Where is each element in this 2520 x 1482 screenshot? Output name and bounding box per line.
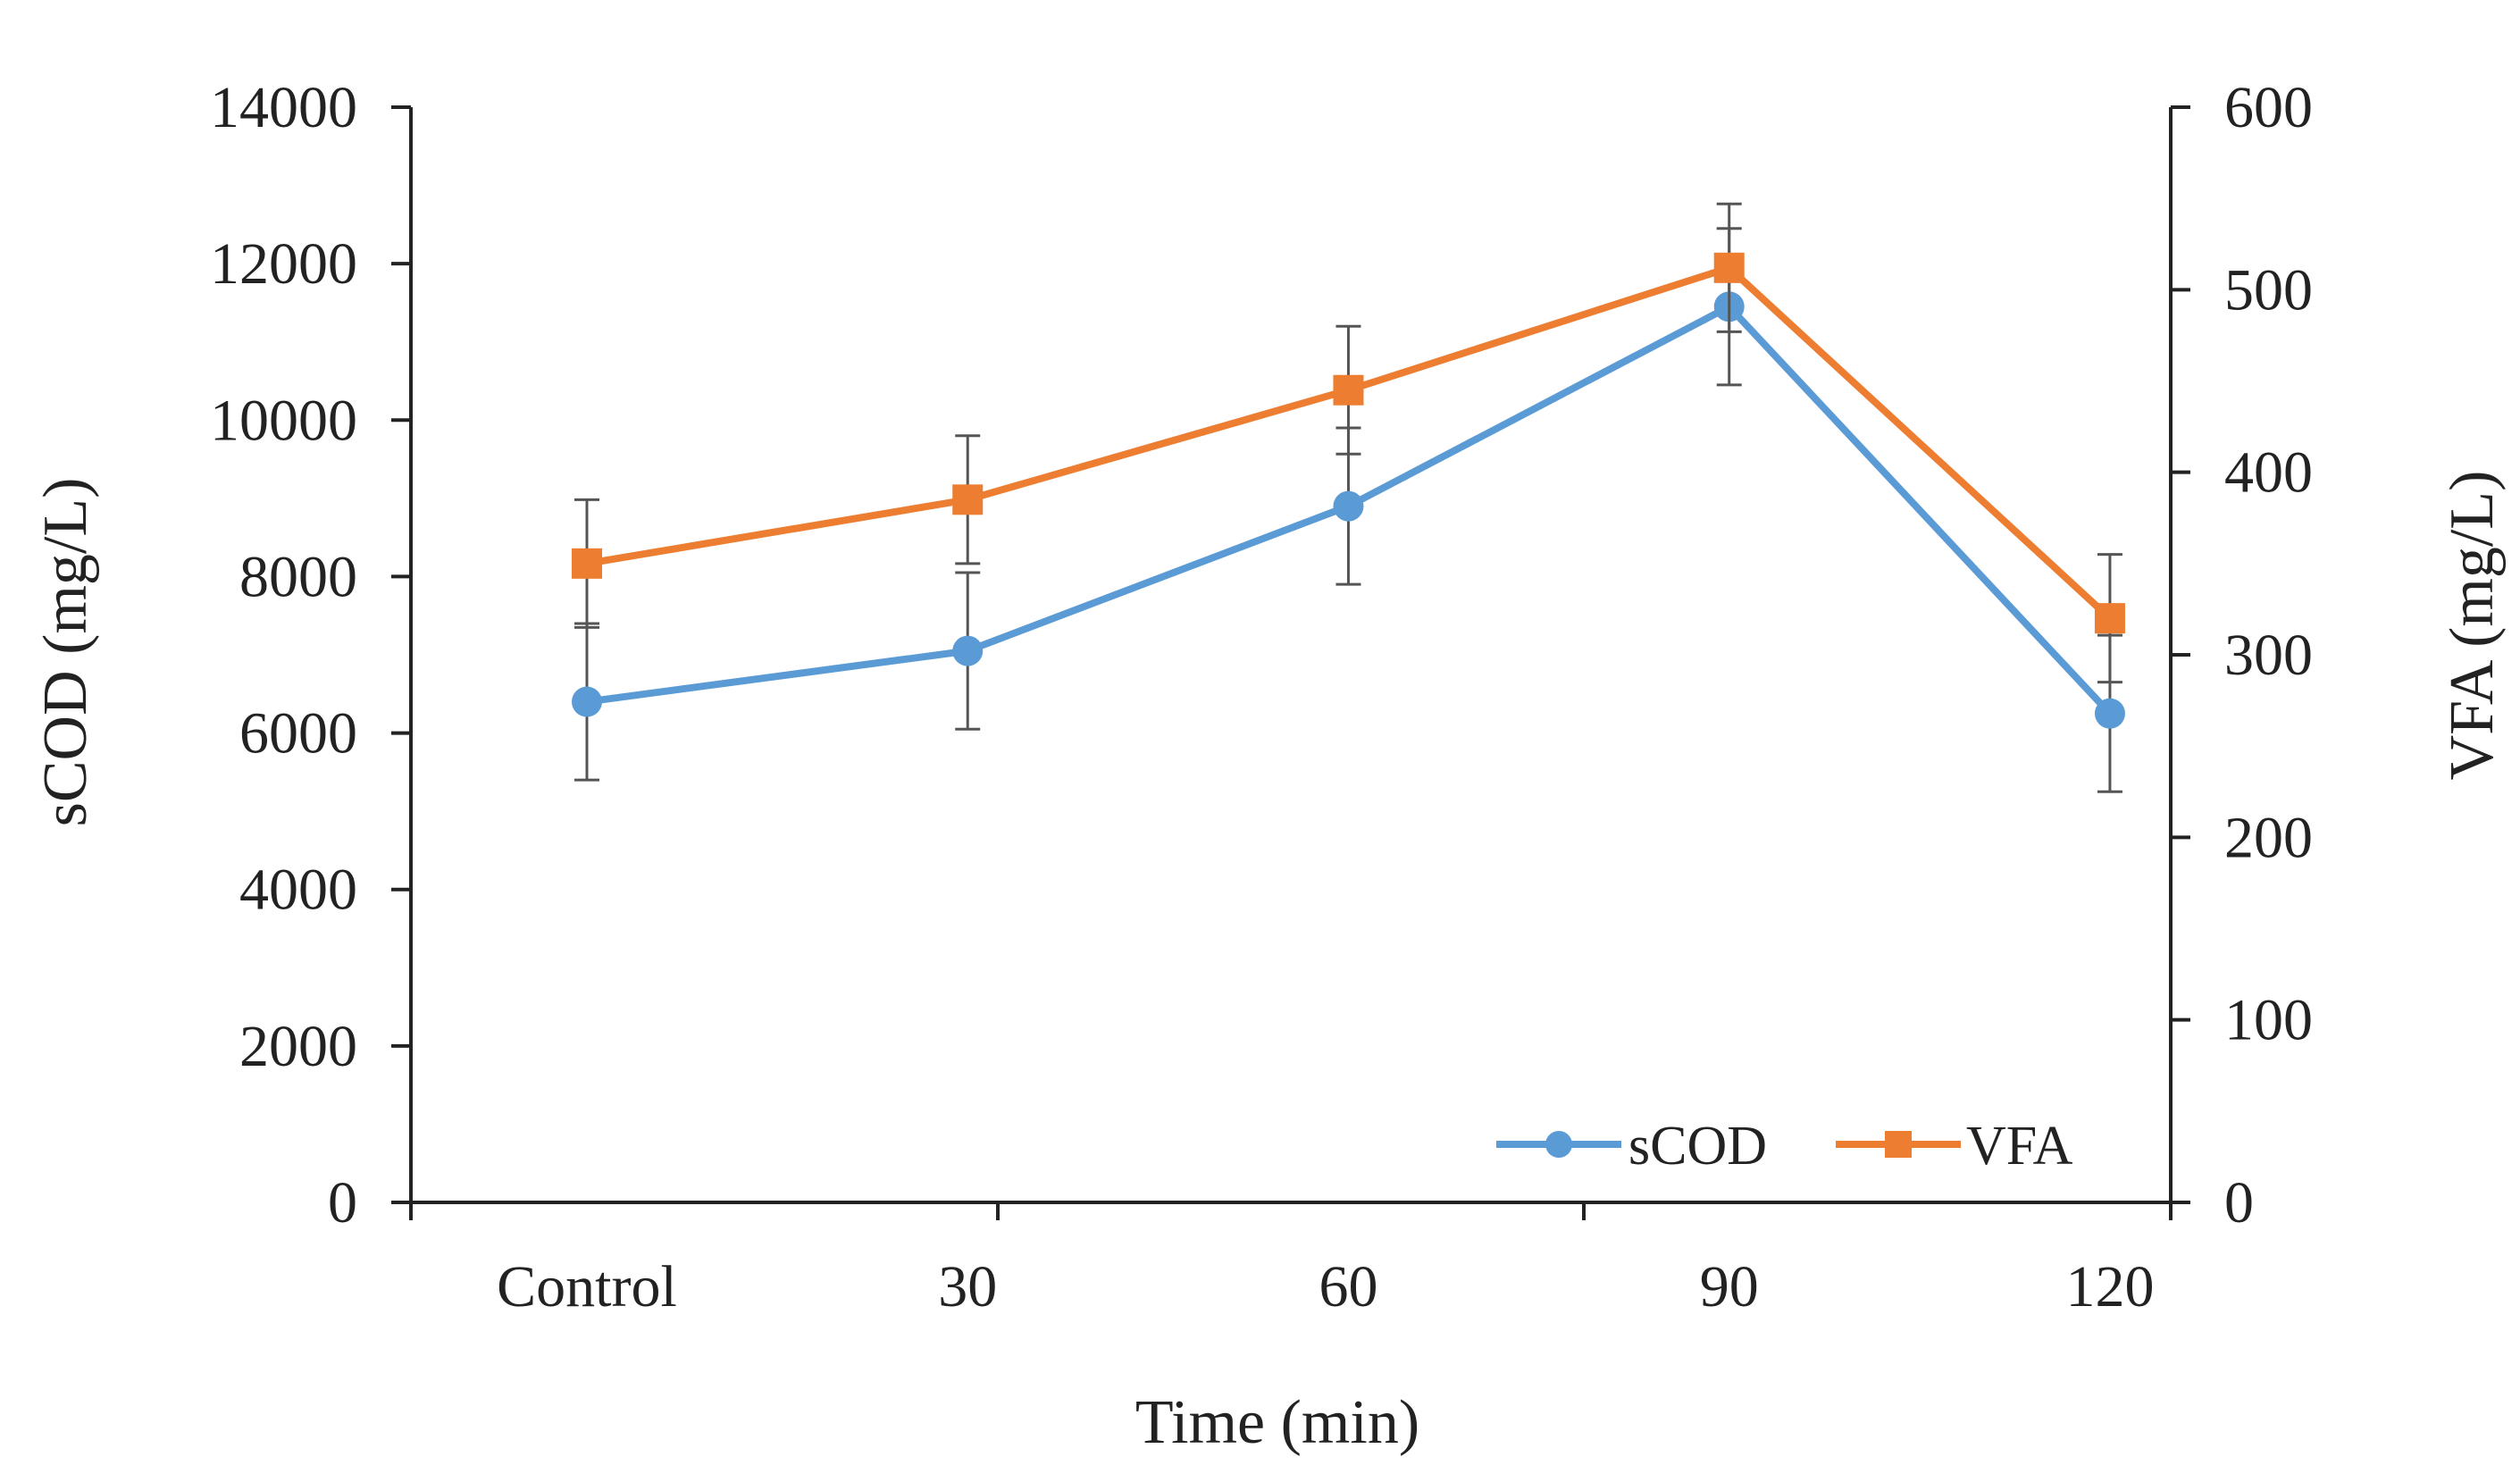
x-tick-label: Control [497,1254,677,1319]
legend: sCOD VFA [1496,1116,2073,1176]
legend-vfa-marker [1885,1131,1912,1158]
right-y-tick-label: 200 [2224,805,2313,870]
data-point-vfa [1713,252,1745,283]
data-point-scod [1333,490,1364,522]
data-point-scod [952,635,984,666]
series-layer [572,202,2125,793]
x-axis-boundary-ticks [409,1202,2173,1220]
data-point-scod [2094,698,2125,729]
x-tick-label: 90 [1700,1254,1759,1319]
data-point-vfa [572,548,602,579]
legend-item-vfa: VFA [1836,1116,2073,1176]
left-y-tick-label: 2000 [239,1014,357,1079]
x-axis-title: Time (min) [1135,1388,1419,1457]
right-y-tick-label: 400 [2224,440,2313,506]
x-axis-tick-labels: Control 30 60 90 120 [497,1254,2154,1319]
right-y-tick-label: 300 [2224,623,2313,688]
legend-scod-marker [1545,1131,1572,1158]
data-point-vfa [2094,603,2125,634]
left-y-tick-label: 4000 [239,858,357,923]
right-y-axis-ticks: 0 100 200 300 400 500 600 [2171,75,2313,1235]
legend-vfa-label: VFA [1966,1116,2073,1176]
right-y-axis-title: VFA (mg/L) [2438,471,2507,781]
left-y-tick-label: 10000 [210,388,357,453]
series-vfa [572,202,2125,684]
x-tick-label: 120 [2065,1254,2154,1319]
series-scod [572,227,2125,793]
left-y-tick-label: 0 [328,1170,357,1235]
right-y-tick-label: 100 [2224,988,2313,1053]
left-y-axis-ticks: 0 2000 4000 6000 8000 10000 12000 14000 [210,75,411,1235]
left-y-tick-label: 12000 [210,231,357,297]
right-y-tick-label: 500 [2224,257,2313,322]
data-point-scod [572,686,602,717]
left-y-tick-label: 6000 [239,701,357,766]
x-tick-label: 60 [1319,1254,1377,1319]
data-point-vfa [1333,374,1364,406]
legend-item-scod: sCOD [1496,1116,1767,1176]
right-y-tick-label: 600 [2224,75,2313,140]
left-y-axis-title: sCOD (mg/L) [31,478,100,827]
x-tick-label: 30 [938,1254,997,1319]
left-y-tick-label: 14000 [210,75,357,140]
left-y-tick-label: 8000 [239,544,357,609]
right-y-tick-label: 0 [2224,1170,2254,1235]
legend-scod-label: sCOD [1628,1116,1767,1176]
data-point-vfa [952,484,984,515]
